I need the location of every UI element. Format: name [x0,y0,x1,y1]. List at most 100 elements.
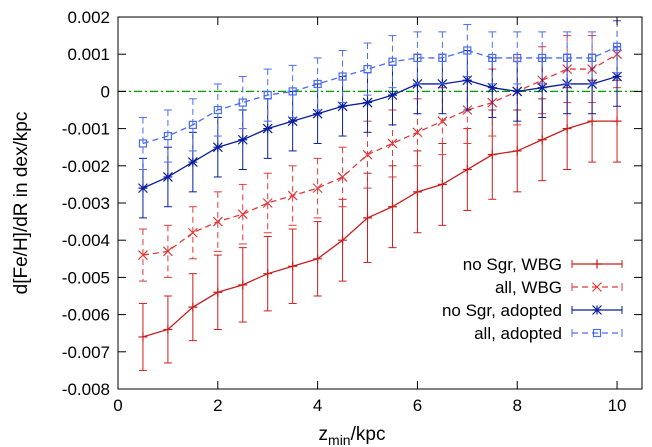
y-tick-label: 0.001 [67,45,110,64]
x-tick-label: 6 [413,396,422,415]
data-point-marker [587,53,597,63]
data-point-marker [387,90,398,101]
y-tick-label: -0.002 [62,157,110,176]
legend-label: no Sgr, adopted [442,301,562,320]
legend-entry: no Sgr, adopted [442,301,623,320]
legend-label: all, WBG [495,278,562,297]
data-point-marker [337,101,348,112]
series-all-adopted [138,20,622,171]
y-tick-label: -0.008 [62,380,110,399]
series-group [138,20,622,371]
data-point-marker [437,179,447,189]
data-point-marker [312,108,323,119]
data-point-marker [512,146,522,156]
data-point-marker [313,79,322,89]
data-point-marker [288,261,298,271]
legend-label: all, adopted [474,324,562,343]
data-point-marker [592,305,602,315]
y-tick-label: -0.004 [62,231,110,250]
data-point-marker [612,116,622,126]
y-tick-label: 0.002 [67,8,110,27]
data-point-marker [462,75,473,86]
data-point-marker [338,72,347,81]
data-point-marker [387,138,398,149]
data-point-marker [287,190,298,201]
legend-entry: all, adopted [474,324,623,343]
x-tick-label: 2 [213,396,222,415]
data-point-marker [388,57,397,66]
data-point-marker [413,53,422,63]
data-point-marker [138,250,148,261]
data-point-marker [513,53,522,63]
data-point-marker [138,332,148,342]
x-axis-title-main: z [319,424,329,445]
data-point-marker [463,46,472,55]
data-point-marker [562,124,572,134]
data-point-marker [362,149,373,160]
data-point-marker [387,202,397,212]
data-point-marker [262,123,273,134]
data-point-marker [337,172,348,182]
data-point-marker [363,64,372,74]
data-point-marker [162,246,173,257]
y-tick-label: -0.005 [62,268,110,287]
y-tick-label: -0.007 [62,343,110,362]
data-point-marker [138,183,148,194]
data-point-marker [587,116,597,126]
data-point-marker [512,86,523,97]
data-point-marker [338,235,348,245]
series-line [142,53,618,256]
x-tick-label: 0 [113,396,122,415]
x-axis-title-suffix: /kpc [351,424,386,445]
data-point-marker [612,71,622,82]
y-tick-label: -0.006 [62,306,110,325]
data-point-marker [187,157,198,168]
data-point-marker [538,53,547,63]
data-point-marker [237,134,248,145]
data-point-marker [288,87,297,96]
x-tick-label: 4 [313,396,322,415]
data-point-marker [412,127,423,138]
legend-entry: all, WBG [495,278,623,297]
series-no-sgr-wbg [138,79,622,371]
data-point-marker [213,287,223,297]
data-point-marker [263,269,273,279]
data-point-marker [537,135,547,145]
x-axis-title: zmin/kpc [319,424,386,447]
data-point-marker [237,209,248,220]
data-point-marker [213,105,222,115]
data-point-marker [238,98,247,107]
x-axis-title-subscript: min [328,432,351,447]
data-point-marker [312,183,323,194]
data-point-marker [592,328,602,338]
y-axis-title: d[Fe/H]/dR in dex/kpc [11,112,32,295]
series-line [142,75,618,189]
data-point-marker [287,116,298,127]
series-no-sgr-adopted [138,46,622,219]
data-point-marker [163,131,173,141]
data-point-marker [462,165,472,175]
data-point-marker [487,82,498,93]
data-point-marker [263,91,272,100]
data-point-marker [438,53,447,63]
y-tick-label: -0.001 [62,120,110,139]
y-tick-label: -0.003 [62,194,110,213]
data-point-marker [187,227,198,238]
legend-entry: no Sgr, WBG [463,255,623,274]
data-point-marker [313,254,323,264]
data-point-marker [412,187,422,197]
series-line [142,46,618,145]
data-point-marker [612,42,622,51]
data-point-marker [537,82,548,93]
series-line [142,120,618,338]
data-point-marker [212,142,223,153]
data-point-marker [592,259,602,269]
data-point-marker [362,97,373,108]
y-tick-label: 0 [101,82,110,101]
axes: -0.008 -0.007 -0.006 -0.005 -0.004 -0.003 -0.0… [62,8,643,415]
data-point-marker [592,282,602,292]
data-point-marker [188,120,197,129]
x-tick-label: 10 [608,396,627,415]
legend: no Sgr, WBG all, WBG no Sgr, adopted all, a… [442,255,623,343]
